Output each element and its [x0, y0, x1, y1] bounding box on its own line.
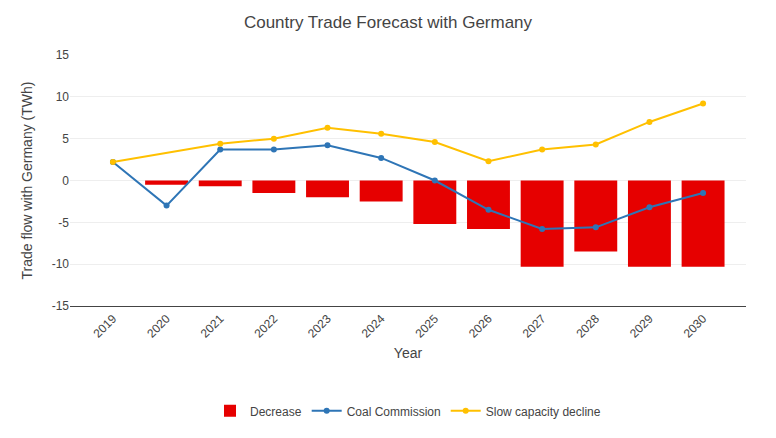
svg-text:2025: 2025: [412, 312, 441, 341]
svg-text:-5: -5: [58, 216, 69, 230]
svg-text:2030: 2030: [681, 312, 710, 341]
svg-text:Year: Year: [394, 345, 423, 361]
svg-text:5: 5: [62, 132, 69, 146]
svg-text:2023: 2023: [305, 312, 334, 341]
svg-text:-10: -10: [52, 257, 70, 271]
svg-text:2028: 2028: [573, 312, 602, 341]
svg-text:Country Trade Forecast with Ge: Country Trade Forecast with Germany: [244, 13, 533, 32]
svg-text:2021: 2021: [198, 312, 227, 341]
svg-text:2020: 2020: [144, 312, 173, 341]
svg-text:10: 10: [56, 90, 70, 104]
svg-text:Decrease: Decrease: [250, 405, 302, 419]
svg-text:Coal Commission: Coal Commission: [347, 405, 441, 419]
svg-text:0: 0: [62, 174, 69, 188]
svg-text:2019: 2019: [91, 312, 120, 341]
svg-text:-15: -15: [52, 299, 70, 313]
svg-text:15: 15: [56, 48, 70, 62]
svg-text:2029: 2029: [627, 312, 656, 341]
svg-text:2026: 2026: [466, 312, 495, 341]
svg-text:Trade flow with Germany (TWh): Trade flow with Germany (TWh): [19, 82, 35, 280]
svg-text:2024: 2024: [359, 312, 388, 341]
svg-text:Slow capacity decline: Slow capacity decline: [486, 405, 601, 419]
svg-text:2022: 2022: [251, 312, 280, 341]
svg-text:2027: 2027: [520, 312, 549, 341]
